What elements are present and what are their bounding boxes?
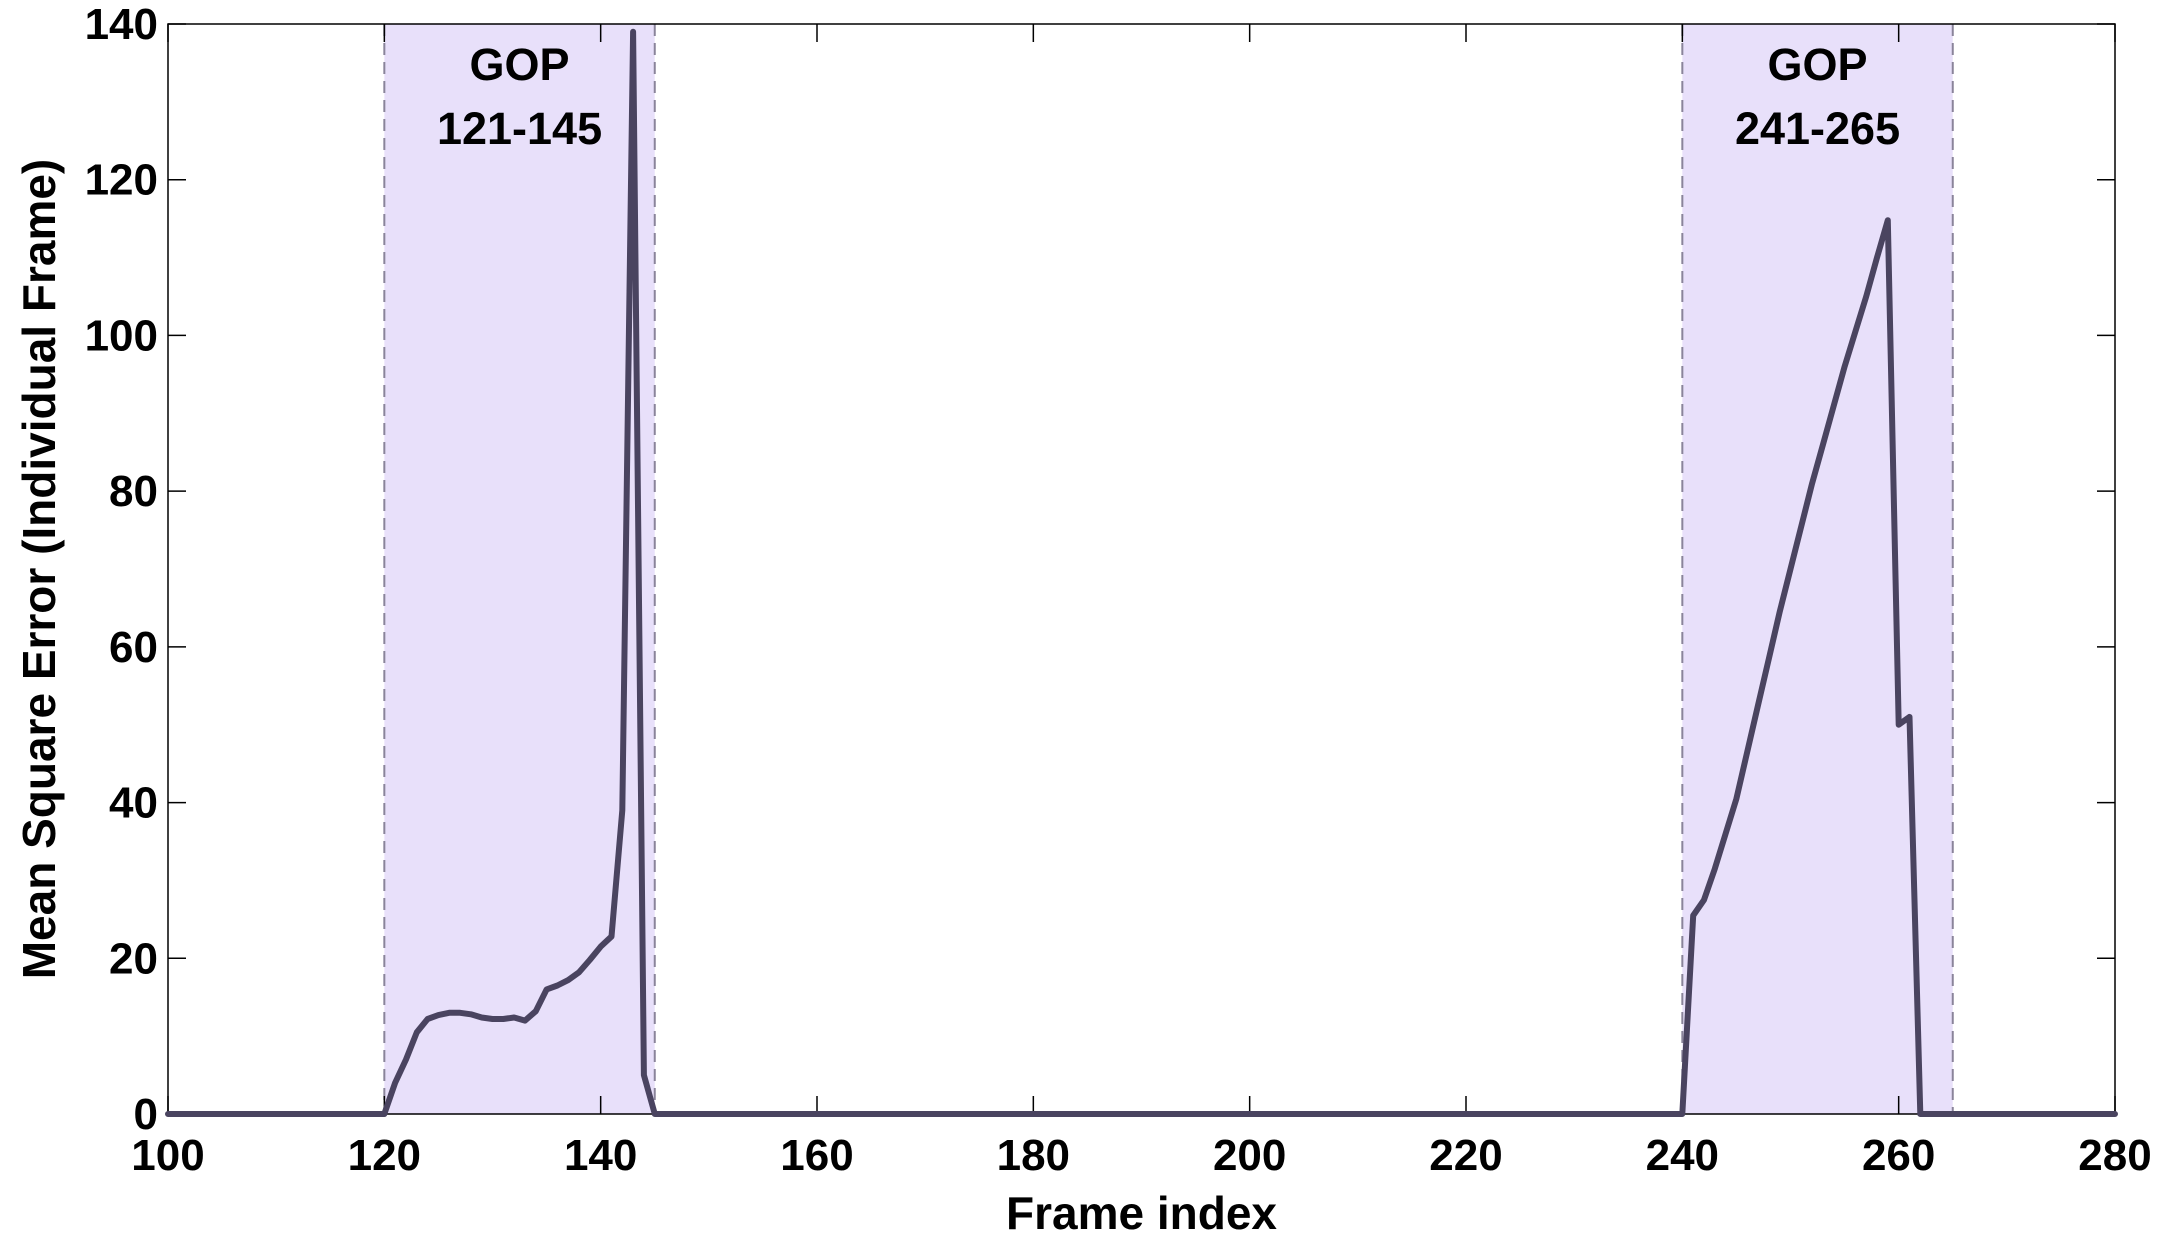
x-axis-label: Frame index xyxy=(1006,1187,1277,1239)
gop-label-2-title: GOP xyxy=(1768,39,1868,90)
gop-regions xyxy=(383,24,1954,1114)
y-tick-label-20: 20 xyxy=(109,934,158,983)
gop-label-1-range: 121-145 xyxy=(437,103,602,154)
y-tick-label-60: 60 xyxy=(109,623,158,672)
x-tick-label-240: 240 xyxy=(1646,1131,1719,1180)
gop-label-1-title: GOP xyxy=(470,39,570,90)
y-axis-label: Mean Square Error (Individual Frame) xyxy=(13,159,65,980)
y-tick-label-40: 40 xyxy=(109,779,158,828)
y-tick-label-80: 80 xyxy=(109,467,158,516)
x-tick-label-120: 120 xyxy=(348,1131,421,1180)
axes: 100 120 140 160 180 200 220 240 260 280 0 20 40 60 80 1… xyxy=(13,0,2152,1239)
labels-layer: GOP 121-145 GOP 241-265 xyxy=(437,39,1900,154)
gop-region-2 xyxy=(1682,24,1953,1114)
x-tick-label-280: 280 xyxy=(2078,1131,2151,1180)
x-tick-label-220: 220 xyxy=(1429,1131,1502,1180)
x-tick-label-180: 180 xyxy=(997,1131,1070,1180)
x-tick-label-160: 160 xyxy=(780,1131,853,1180)
gop-region-1 xyxy=(384,24,655,1114)
series-line-1 xyxy=(165,28,2118,1117)
x-tick-label-140: 140 xyxy=(564,1131,637,1180)
series-layer xyxy=(165,28,2118,1117)
y-tick-label-0: 0 xyxy=(134,1090,158,1139)
x-tick-label-200: 200 xyxy=(1213,1131,1286,1180)
x-tick-label-260: 260 xyxy=(1862,1131,1935,1180)
x-tick-label-100: 100 xyxy=(131,1131,204,1180)
y-tick-label-120: 120 xyxy=(85,156,158,205)
y-tick-label-140: 140 xyxy=(85,0,158,49)
gop-label-2-range: 241-265 xyxy=(1735,103,1900,154)
y-tick-label-100: 100 xyxy=(85,311,158,360)
